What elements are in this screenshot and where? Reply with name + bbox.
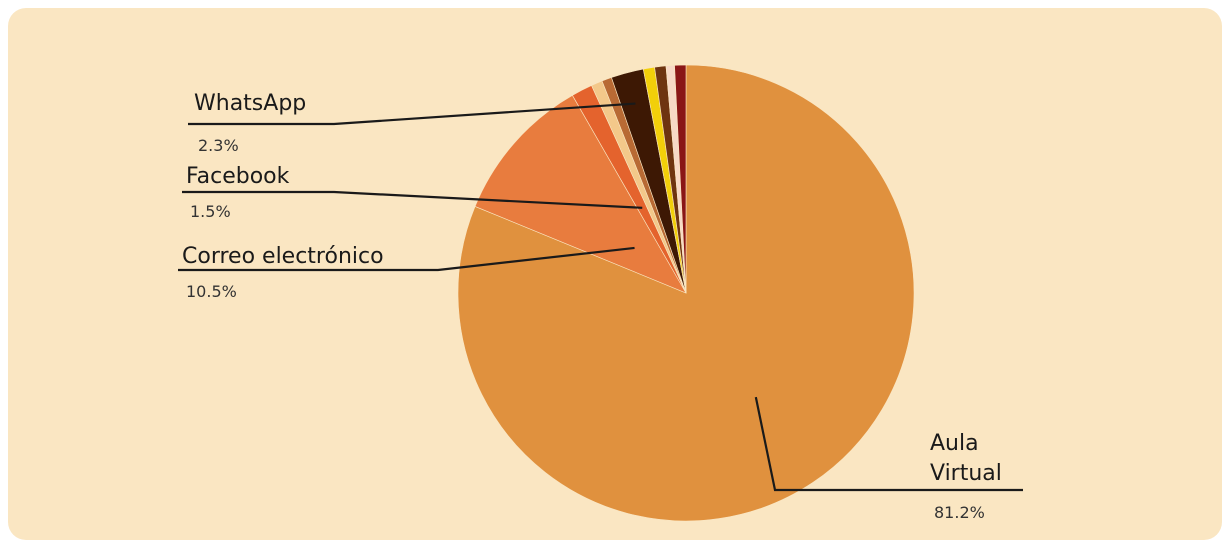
pie-slice-aula-virtual (457, 64, 915, 522)
label-value-whatsapp: 2.3% (198, 136, 239, 155)
leader-line-whatsapp (188, 102, 636, 126)
label-value-facebook: 1.5% (190, 202, 231, 221)
pie-labels: Aula Virtual 81.2% Correo electrónico 10.5% F… (178, 91, 1023, 522)
label-name-correo-electr-nico: Correo electrónico (182, 244, 384, 269)
label-name-aula-virtual-1: Virtual (930, 461, 1002, 486)
label-name-whatsapp: WhatsApp (194, 91, 306, 116)
leader-line-facebook (182, 190, 643, 209)
label-value-correo-electr-nico: 10.5% (186, 282, 237, 301)
leader-line-correo-electr-nico (178, 246, 635, 272)
label-name-aula-virtual-0: Aula (930, 431, 979, 456)
leader-line-aula-virtual (754, 396, 1023, 492)
pie-chart: Aula Virtual 81.2% Correo electrónico 10.5% F… (178, 64, 1023, 522)
label-name-facebook: Facebook (186, 164, 290, 189)
chart-card: Aula Virtual 81.2% Correo electrónico 10.5% F… (8, 8, 1222, 540)
pie-slices (457, 64, 915, 522)
label-value-aula-virtual: 81.2% (934, 503, 985, 522)
pie-slice-9 (674, 64, 687, 294)
